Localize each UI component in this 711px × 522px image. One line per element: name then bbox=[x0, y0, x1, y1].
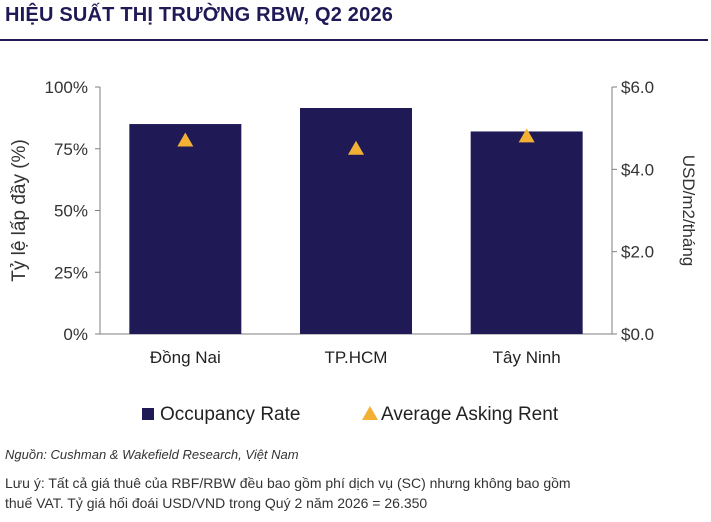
title-underline bbox=[0, 39, 708, 41]
left-tick-label: 0% bbox=[63, 325, 88, 344]
right-axis-title: USD/m2/tháng bbox=[679, 155, 698, 267]
left-tick-label: 75% bbox=[54, 140, 88, 159]
occupancy-bar bbox=[129, 124, 242, 334]
left-tick-label: 100% bbox=[45, 78, 88, 97]
left-axis-title: Tỷ lệ lấp đầy (%) bbox=[9, 139, 30, 282]
x-tick-label: Tây Ninh bbox=[493, 348, 561, 367]
note-line-2: thuế VAT. Tỷ giá hối đoái USD/VND trong … bbox=[5, 495, 428, 511]
right-tick-label: $4.0 bbox=[621, 160, 654, 179]
right-tick-label: $2.0 bbox=[621, 243, 654, 262]
asking-rent-marker bbox=[177, 132, 194, 147]
right-tick-label: $0.0 bbox=[621, 325, 654, 344]
occupancy-bar bbox=[470, 131, 583, 334]
legend-rent-label: Average Asking Rent bbox=[381, 404, 559, 425]
note-line-1: Lưu ý: Tất cả giá thuê của RBF/RBW đều b… bbox=[5, 475, 571, 491]
left-tick-label: 50% bbox=[54, 202, 88, 221]
asking-rent-marker bbox=[518, 128, 535, 143]
legend-occupancy-label: Occupancy Rate bbox=[160, 404, 300, 425]
legend-bar-swatch bbox=[142, 408, 154, 420]
source-text: Nguồn: Cushman & Wakefield Research, Việ… bbox=[5, 447, 299, 462]
x-tick-label: TP.HCM bbox=[325, 348, 388, 367]
note-text: Lưu ý: Tất cả giá thuê của RBF/RBW đều b… bbox=[5, 473, 705, 513]
asking-rent-marker bbox=[348, 140, 364, 155]
legend-marker-swatch bbox=[362, 406, 378, 420]
left-tick-label: 25% bbox=[54, 263, 88, 282]
occupancy-rent-chart: 0% 25% 50% 75% 100% $0.0 $2.0 $4.0 $6.0 Tỷ lệ lấp… bbox=[9, 78, 698, 425]
chart-title: HIỆU SUẤT THỊ TRƯỜNG RBW, Q2 2026 bbox=[5, 4, 394, 26]
x-tick-label: Đồng Nai bbox=[150, 348, 221, 367]
right-tick-label: $6.0 bbox=[621, 78, 654, 97]
